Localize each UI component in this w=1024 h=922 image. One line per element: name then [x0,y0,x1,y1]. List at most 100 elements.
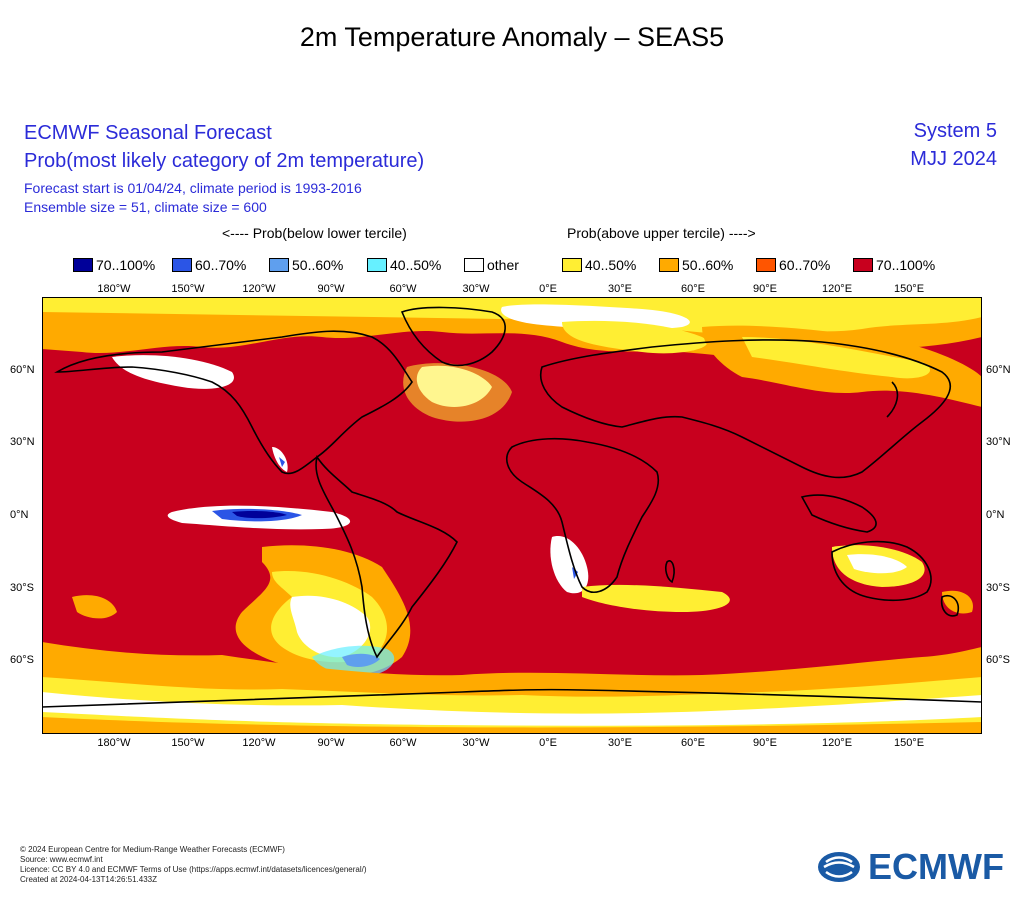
legend-swatch [73,258,93,272]
coastlines [42,306,982,708]
legend-swatch [853,258,873,272]
lon-tick-top: 90°E [753,283,777,295]
south-pacific-white [290,595,371,658]
lon-tick-bottom: 180°W [97,737,131,749]
season-label: MJJ 2024 [910,148,997,170]
south-atlantic-blue [572,567,578,579]
legend-item: 70..100% [853,256,935,274]
legend-label: 40..50% [585,257,637,273]
ecmwf-logo: ECMWF [816,846,1004,888]
legend-label: 70..100% [96,257,156,273]
footer-licence: Licence: CC BY 4.0 and ECMWF Terms of Us… [20,865,367,874]
legend-item: 40..50% [367,256,441,274]
lon-tick-top: 120°E [821,283,853,295]
footer: © 2024 European Centre for Medium-Range … [20,845,367,885]
lat-tick-left: 30°S [10,582,34,594]
legend-label: 40..50% [390,257,442,273]
map-frame [42,297,982,734]
lon-tick-bottom: 30°W [462,737,490,749]
legend-label: other [487,257,519,273]
lon-tick-bottom: 120°E [821,737,853,749]
header-line-4: Ensemble size = 51, climate size = 600 [24,199,267,215]
legend-swatch [269,258,289,272]
legend-label: 50..60% [682,257,734,273]
south-america-outline [315,455,458,659]
indian-ocean-yellow [582,584,730,612]
antarctica-outline [42,688,982,708]
north-atlantic-yellow [403,363,512,422]
legend-swatch [756,258,776,272]
legend-swatch [367,258,387,272]
arctic-white-patch [501,304,690,330]
lon-tick-bottom: 30°E [608,737,632,749]
legend-below-label: <---- Prob(below lower tercile) [222,225,407,241]
australia-white [847,554,907,574]
world-map [42,297,982,734]
lon-tick-top: 150°E [893,283,925,295]
legend-label: 60..70% [195,257,247,273]
lat-tick-right: 0°N [986,509,1005,521]
mexico-coast-blue [279,457,285,467]
lon-tick-bottom: 90°E [753,737,777,749]
lon-tick-bottom: 150°W [171,737,205,749]
australia-outline [831,540,932,602]
lat-tick-right: 30°N [986,436,1011,448]
lat-tick-right: 60°N [986,364,1011,376]
lat-tick-left: 30°N [10,436,35,448]
indonesia-outline [800,494,877,533]
lat-tick-left: 0°N [10,509,29,521]
lon-tick-top: 60°W [389,283,417,295]
africa-outline [506,437,660,593]
lon-tick-top: 0°E [539,283,557,295]
lon-tick-top: 180°W [97,283,131,295]
lon-tick-top: 30°W [462,283,490,295]
legend-item: 50..60% [659,256,733,274]
lon-tick-top: 60°E [681,283,705,295]
legend-swatch [562,258,582,272]
legend-label: 70..100% [876,257,936,273]
antarctic-orange [42,717,982,734]
greenland-outline [400,306,506,367]
lon-tick-bottom: 90°W [317,737,345,749]
lon-tick-top: 120°W [242,283,276,295]
header-line-1: ECMWF Seasonal Forecast [24,122,272,144]
ecmwf-logo-text: ECMWF [868,846,1004,887]
legend-item: 70..100% [73,256,155,274]
legend-swatch [659,258,679,272]
eurasia-outline [540,339,951,479]
lon-tick-top: 30°E [608,283,632,295]
lon-tick-top: 150°W [171,283,205,295]
legend-label: 60..70% [779,257,831,273]
ecmwf-logo-icon [818,852,861,882]
legend-label: 50..60% [292,257,344,273]
lon-tick-bottom: 0°E [539,737,557,749]
header-line-2: Prob(most likely category of 2m temperat… [24,150,425,172]
japan-outline [886,381,899,418]
madagascar-outline [665,560,675,584]
north-america-outline [54,330,413,475]
legend-item: 60..70% [756,256,830,274]
legend-item: 60..70% [172,256,246,274]
legend-item: other [464,256,519,274]
chart-title: 2m Temperature Anomaly – SEAS5 [299,22,725,52]
south-pacific-lightblue [342,653,380,667]
legend-item: 50..60% [269,256,343,274]
lon-tick-top: 90°W [317,283,345,295]
lat-tick-right: 30°S [986,582,1010,594]
new-zealand-outline [940,595,960,617]
lon-tick-bottom: 60°E [681,737,705,749]
header-line-3: Forecast start is 01/04/24, climate peri… [24,180,362,196]
siberia-yellow [742,337,931,379]
footer-created: Created at 2024-04-13T14:26:51.433Z [20,875,157,884]
lat-tick-left: 60°N [10,364,35,376]
legend-item: 40..50% [562,256,636,274]
lat-tick-left: 60°S [10,654,34,666]
antarctic-white [42,692,982,726]
legend-swatch [172,258,192,272]
lat-tick-right: 60°S [986,654,1010,666]
lon-tick-bottom: 120°W [242,737,276,749]
south-pacific-west-orange [72,595,117,619]
legend-above-label: Prob(above upper tercile) ----> [567,225,756,241]
east-pacific-darkblue [232,511,287,519]
footer-copyright: © 2024 European Centre for Medium-Range … [20,845,285,854]
